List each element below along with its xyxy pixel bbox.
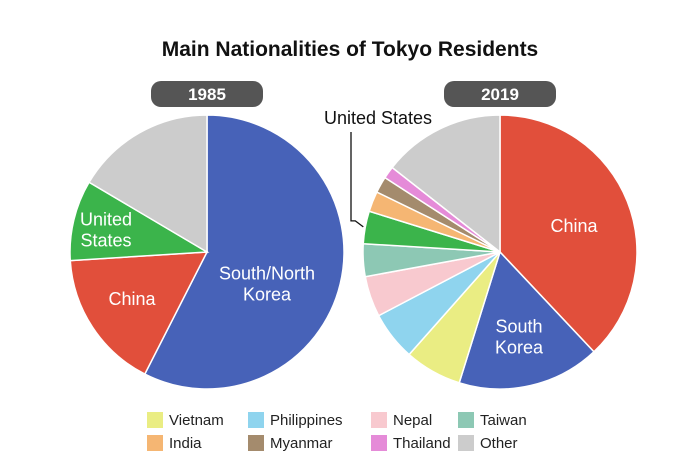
pie-1985: 1985 South/North Korea China United States [69,81,345,390]
legend-swatch-philippines [248,412,264,428]
slice-label-2019-united-states: United States [324,108,432,128]
slice-2019-south-korea [458,250,595,390]
legend-label-nepal: Nepal [393,412,432,429]
legend-label-vietnam: Vietnam [169,412,224,429]
slice-2019-other [391,114,501,254]
slice-label-1985-south-north-korea: South/North Korea [219,264,315,305]
legend-swatch-other [458,435,474,451]
legend-label-thailand: Thailand [393,435,451,452]
legend-label-philippines: Philippines [270,412,343,429]
pie-2019: 2019 China South Korea United States [324,81,638,390]
slice-label-1985-china: China [108,289,156,309]
legend-item-vietnam: Vietnam [147,412,224,429]
legend-swatch-myanmar [248,435,264,451]
legend-label-myanmar: Myanmar [270,435,333,452]
slice-1985-china [69,251,209,376]
legend-label-india: India [169,435,202,452]
legend-swatch-thailand [371,435,387,451]
year-badge-1985 [151,81,263,107]
slice-label-2019-china: China [550,216,598,236]
legend-label-other: Other [480,435,518,452]
legend-item-myanmar: Myanmar [248,435,333,452]
legend-label-taiwan: Taiwan [480,412,527,429]
year-label-1985: 1985 [188,85,226,104]
callout-line-2019-united-states [350,132,364,228]
legend-swatch-nepal [371,412,387,428]
legend-item-taiwan: Taiwan [458,412,527,429]
legend-item-india: India [147,435,202,452]
legend: Vietnam Philippines Nepal Taiwan India Myanma… [147,412,527,452]
year-label-2019: 2019 [481,85,519,104]
slice-label-2019-south-korea: South Korea [495,317,544,358]
slice-1985-united-states [69,181,210,262]
legend-item-nepal: Nepal [371,412,432,429]
slice-2019-china [499,114,638,353]
legend-swatch-taiwan [458,412,474,428]
pie-labels-2019: China South Korea United States [324,108,599,358]
legend-item-other: Other [458,435,518,452]
pie-labels-1985: South/North Korea China United States [80,210,315,310]
year-badge-2019 [444,81,556,107]
pie-slices-1985 [69,114,345,390]
slice-1985-south-north-korea [143,114,345,390]
chart-title: Main Nationalities of Tokyo Residents [162,38,539,61]
legend-swatch-vietnam [147,412,163,428]
legend-item-philippines: Philippines [248,412,343,429]
pie-slices-2019 [362,114,638,390]
legend-swatch-india [147,435,163,451]
slice-1985-other [88,114,208,254]
slice-label-1985-united-states: United States [80,210,132,251]
legend-item-thailand: Thailand [371,435,451,452]
